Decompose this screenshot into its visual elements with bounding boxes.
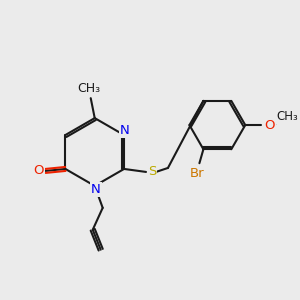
Text: N: N	[120, 124, 130, 136]
Text: CH₃: CH₃	[276, 110, 298, 123]
Text: Br: Br	[190, 167, 205, 180]
Text: CH₃: CH₃	[77, 82, 100, 95]
Text: N: N	[91, 183, 100, 196]
Text: S: S	[148, 165, 156, 178]
Text: O: O	[33, 164, 44, 177]
Text: O: O	[264, 118, 274, 132]
